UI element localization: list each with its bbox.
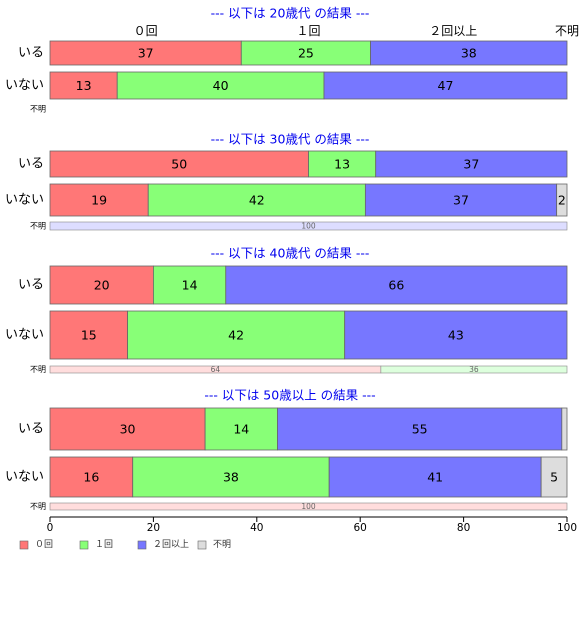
data-label: 37 [453, 193, 469, 208]
unknown-row-label: 不明 [30, 105, 46, 114]
legend-swatch [137, 540, 147, 550]
data-label: 30 [120, 422, 136, 437]
bar-segment [204, 407, 278, 451]
data-label: 47 [438, 78, 454, 93]
panel-title: --- 以下は 50歳以上 の結果 --- [204, 388, 375, 403]
row-label: いない [5, 328, 44, 343]
bar-segment [277, 407, 563, 451]
legend-swatch [79, 540, 89, 550]
data-label: 19 [91, 193, 107, 208]
legend-label: １回 [95, 539, 113, 550]
data-label: 42 [228, 328, 244, 343]
unknown-data-label: 36 [469, 365, 479, 374]
panel-title: --- 以下は 30歳代 の結果 --- [211, 132, 370, 147]
column-header-label: １回 [296, 24, 320, 38]
data-label: 5 [550, 470, 558, 485]
panel-title: --- 以下は 40歳代 の結果 --- [211, 246, 370, 261]
column-header-label: ０回 [134, 24, 158, 38]
bar-segment [370, 40, 568, 66]
panel-title: --- 以下は 20歳代 の結果 --- [211, 6, 370, 21]
x-tick-label: 20 [147, 522, 160, 534]
data-label: 43 [448, 328, 464, 343]
bar-segment [132, 456, 330, 498]
data-label: 14 [182, 278, 198, 293]
bar-segment [225, 265, 568, 305]
data-label: 66 [388, 278, 404, 293]
x-tick-label: 100 [557, 522, 577, 534]
x-tick-label: 60 [354, 522, 367, 534]
data-label: 37 [138, 46, 154, 61]
bar-segment [49, 310, 128, 360]
bar-segment [344, 310, 568, 360]
bar-segment [240, 40, 371, 66]
bar-segment [127, 310, 346, 360]
x-tick-label: 80 [457, 522, 470, 534]
data-label: 41 [427, 470, 443, 485]
bar-segment [540, 456, 568, 498]
bar-segment [364, 183, 558, 217]
row-label: いる [18, 422, 44, 437]
row-label: いない [5, 78, 44, 93]
unknown-data-label: 100 [301, 222, 316, 231]
data-label: 42 [249, 193, 265, 208]
data-label: 15 [81, 328, 97, 343]
data-label: 50 [171, 157, 187, 172]
bar-segment [49, 456, 134, 498]
bar-segment [152, 265, 227, 305]
bar-segment [49, 183, 149, 217]
row-label: いる [18, 46, 44, 61]
unknown-bar-segment [49, 221, 568, 231]
row-label: いない [5, 470, 44, 485]
legend-swatch [19, 540, 29, 550]
row-label: いる [18, 278, 44, 293]
unknown-data-label: 64 [211, 365, 221, 374]
data-label: 25 [298, 46, 314, 61]
data-label: 14 [233, 422, 249, 437]
data-label: 40 [213, 78, 229, 93]
data-label: 13 [76, 78, 92, 93]
row-label: いない [5, 193, 44, 208]
bar-segment [323, 71, 568, 100]
column-header-label: 不明 [555, 24, 579, 38]
row-label: いる [18, 157, 44, 172]
x-tick-label: 40 [250, 522, 263, 534]
unknown-row-label: 不明 [30, 502, 46, 511]
legend-label: ０回 [35, 539, 53, 550]
bar-segment [308, 150, 377, 178]
bar-segment [116, 71, 325, 100]
unknown-row-label: 不明 [30, 365, 46, 374]
legend-label: 不明 [213, 539, 231, 550]
x-tick-label: 0 [47, 522, 54, 534]
data-label: 20 [94, 278, 110, 293]
bar-segment [49, 150, 309, 178]
unknown-data-label: 100 [301, 502, 316, 511]
legend-swatch [197, 540, 207, 550]
data-label: 55 [412, 422, 428, 437]
data-label: 2 [558, 193, 566, 208]
bar-segment [561, 407, 568, 451]
bar-segment [49, 407, 206, 451]
data-label: 16 [83, 470, 99, 485]
legend-label: ２回以上 [153, 539, 189, 550]
data-label: 37 [463, 157, 479, 172]
bar-segment [49, 265, 154, 305]
unknown-bar-segment [380, 365, 568, 374]
column-header-label: ２回以上 [429, 24, 477, 38]
bar-segment [375, 150, 568, 178]
unknown-row-label: 不明 [30, 222, 46, 231]
bar-segment [49, 40, 242, 66]
unknown-bar-segment [49, 502, 568, 511]
data-label: 38 [223, 470, 239, 485]
bar-segment [328, 456, 542, 498]
bar-segment [556, 183, 568, 217]
data-label: 38 [461, 46, 477, 61]
data-label: 13 [334, 157, 350, 172]
